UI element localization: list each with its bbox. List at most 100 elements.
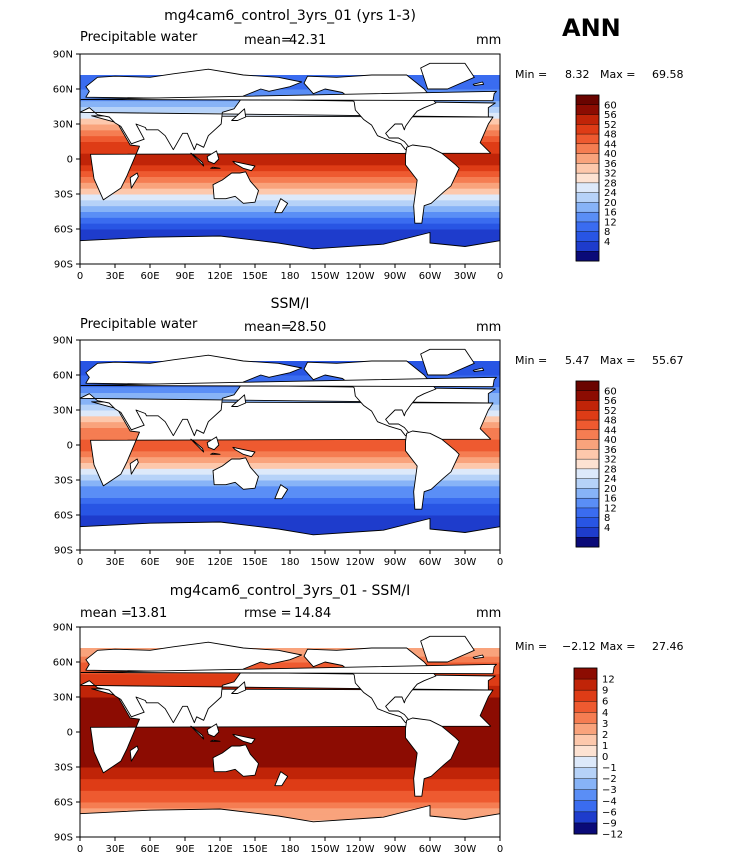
panel-1-lat-band — [80, 199, 500, 207]
panel-2-lat-band — [80, 445, 500, 452]
panel-1-colorbar-box — [575, 124, 600, 135]
panel-2-colorbar-box — [575, 497, 600, 509]
panel-2-landmass — [232, 446, 256, 458]
panel-2-x-tick-label: 30E — [105, 557, 124, 568]
panel-1-x-tick-label: 150W — [311, 271, 340, 282]
panel-2-lat-band — [80, 480, 500, 487]
panel-1-colorbar-label: 60 — [604, 100, 617, 111]
panel-3-landmass — [232, 733, 256, 745]
panel-1-y-tick-label: 0 — [67, 155, 73, 166]
panel-2-lat-band — [80, 462, 500, 469]
panel-1-colorbar-label: 56 — [604, 110, 617, 121]
panel-3-landmass — [472, 654, 485, 659]
panel-1-min-label: Min = — [515, 68, 548, 81]
panel-3-landmass — [212, 744, 259, 777]
panel-2-x-tick-label: 150W — [311, 557, 340, 568]
panel-1-lat-band — [80, 159, 500, 166]
panel-3-colorbar-label: 9 — [602, 686, 608, 697]
panel-2-lat-band — [80, 474, 500, 481]
panel-3-colorbar-box — [573, 767, 598, 780]
panel-1-x-tick-label: 150E — [242, 271, 267, 282]
panel-2-landmass — [405, 430, 460, 510]
panel-1-colorbar-box — [575, 211, 600, 223]
panel-2-y-tick-label: 0 — [67, 441, 73, 452]
panel-3-y-tick-label: 30N — [53, 693, 73, 704]
panel-3-colorbar-label: −2 — [602, 774, 617, 785]
panel-1-landmass — [190, 152, 205, 167]
panel-1-colorbar-label: 24 — [604, 188, 617, 199]
panel-3-landmass — [190, 725, 205, 740]
panel-3-x-tick-label: 60E — [140, 844, 159, 855]
panel-3-landmass — [405, 717, 460, 797]
panel-3-lat-band — [80, 778, 500, 785]
panel-3-colorbar-box — [573, 712, 598, 724]
panel-2-colorbar-label: 24 — [604, 474, 617, 485]
panel-3-colorbar-box — [573, 689, 598, 702]
panel-1-landmass — [79, 68, 496, 151]
panel-3-lat-band — [80, 767, 500, 774]
panel-2-lat-band — [80, 375, 500, 382]
panel-1-y-tick-label: 30S — [54, 190, 73, 201]
panel-2-y-tick-label: 60S — [54, 511, 73, 522]
panel-2-y-tick-label: 90S — [54, 546, 73, 557]
panel-1-units: mm — [476, 33, 502, 48]
panel-1-colorbar-box — [575, 104, 600, 116]
panel-2-colorbar-label: 52 — [604, 406, 617, 417]
panel-2-colorbar-box — [575, 390, 600, 402]
panel-1-colorbar-frame — [575, 94, 600, 262]
panel-2-field-label: Precipitable water — [80, 317, 198, 332]
panel-3-landmass — [206, 723, 220, 738]
panel-2-colorbar-label: 32 — [604, 455, 617, 466]
panel-2-lat-band — [80, 497, 500, 504]
panel-1-y-tick-label: 90S — [54, 260, 73, 271]
panel-1-lat-band — [80, 234, 500, 242]
panel-3-colorbar-label: 12 — [602, 675, 615, 686]
panel-3-lat-band — [80, 685, 500, 692]
panel-3-colorbar-label: 0 — [602, 752, 608, 763]
panel-3-x-tick-label: 90W — [384, 844, 407, 855]
panel-1-colorbar-box — [575, 221, 600, 233]
panel-3-lat-band — [80, 807, 500, 815]
panel-1-colorbar-label: 48 — [604, 130, 617, 141]
panel-3-x-tick-label: 120W — [346, 844, 375, 855]
panel-2-title: SSM/I — [270, 296, 310, 312]
panel-1-lat-band — [80, 176, 500, 183]
panel-1-colorbar-box — [575, 153, 600, 164]
panel-1-landmass — [80, 90, 497, 102]
panel-1-lat-band — [80, 223, 500, 230]
panel-1-colorbar-label: 36 — [604, 159, 617, 170]
panel-1-colorbar-box — [575, 182, 600, 194]
panel-2-colorbar-box — [575, 439, 600, 450]
panel-2-y-tick-label: 90N — [53, 336, 73, 347]
panel-1-landmass — [274, 198, 289, 214]
panel-3-colorbar-box — [573, 822, 598, 835]
panel-3-units: mm — [476, 606, 502, 621]
panel-2-colorbar-label: 28 — [604, 464, 617, 475]
panel-3-rmse-value: 14.84 — [294, 606, 332, 621]
panel-1-colorbar-label: 8 — [604, 227, 610, 238]
panel-3-colorbar-box — [573, 789, 598, 802]
panel-1-colorbar-box — [575, 251, 600, 262]
panel-2-colorbar-label: 36 — [604, 445, 617, 456]
panel-1-colorbar-label: 20 — [604, 198, 617, 209]
panel-2-x-tick-label: 120E — [207, 557, 232, 568]
panel-1-max-value: 69.58 — [652, 68, 684, 81]
panel-2-x-tick-label: 30W — [454, 557, 477, 568]
panel-3-x-tick-label: 90E — [175, 844, 194, 855]
panel-3-title: mg4cam6_control_3yrs_01 - SSM/I — [169, 583, 411, 599]
panel-2-colorbar-box — [575, 468, 600, 480]
panel-3-y-tick-label: 90S — [54, 833, 73, 844]
panel-1-colorbar-label: 44 — [604, 139, 617, 150]
panel-1-lat-band — [80, 112, 500, 119]
panel-1-colorbar-box — [575, 172, 600, 184]
panel-1-mean-label: mean= — [244, 33, 292, 48]
panel-2-map: 0 30E 60E 90E 120E 150E 180 150W 120W 90W 60W 30W 09… — [53, 336, 617, 569]
panel-1-title: mg4cam6_control_3yrs_01 (yrs 1-3) — [164, 8, 416, 24]
panel-3-colorbar-label: −9 — [602, 818, 617, 829]
panel-3-lat-band — [80, 772, 500, 780]
panel-1-min-value: 8.32 — [565, 68, 590, 81]
panel-3-colorbar-box — [573, 667, 598, 680]
panel-3-min-label: Min = — [515, 640, 548, 653]
panel-3-lat-band — [80, 755, 500, 762]
panel-2-colorbar-box — [575, 507, 600, 519]
